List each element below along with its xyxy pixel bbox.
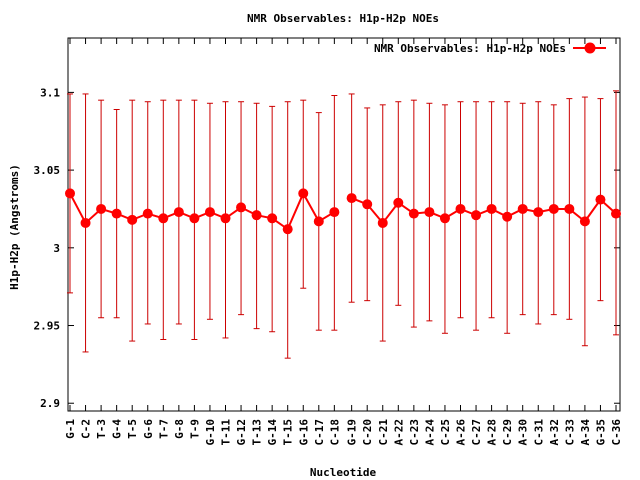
data-point xyxy=(486,203,497,214)
data-point xyxy=(611,208,621,219)
legend-marker-swatch xyxy=(584,42,596,54)
x-tick-label: C-23 xyxy=(408,419,421,446)
x-tick-label: A-32 xyxy=(548,419,561,446)
series-line-segment xyxy=(351,197,617,225)
y-tick-label: 3 xyxy=(53,242,60,255)
x-tick-label: A-24 xyxy=(423,419,436,446)
x-tick-label: C-33 xyxy=(563,419,576,446)
data-point xyxy=(455,203,466,214)
x-tick-label: T-11 xyxy=(220,419,233,446)
x-tick-label: T-15 xyxy=(282,419,295,446)
data-point xyxy=(346,193,357,204)
x-tick-label: T-7 xyxy=(157,419,170,439)
data-point xyxy=(96,203,107,214)
x-tick-label: C-36 xyxy=(610,419,623,446)
x-tick-label: C-29 xyxy=(501,419,514,446)
x-tick-label: C-31 xyxy=(532,419,545,446)
data-point xyxy=(267,213,278,224)
data-point xyxy=(65,188,75,199)
data-point xyxy=(158,213,169,224)
data-points xyxy=(65,188,621,235)
data-point xyxy=(298,188,309,199)
x-tick-label: C-20 xyxy=(361,419,374,446)
data-point xyxy=(502,211,513,222)
chart-title: NMR Observables: H1p-H2p NOEs xyxy=(247,12,439,25)
legend-label: NMR Observables: H1p-H2p NOEs xyxy=(374,42,566,55)
x-tick-label: C-25 xyxy=(439,419,452,446)
data-point xyxy=(471,210,482,221)
data-point xyxy=(313,216,324,227)
data-point xyxy=(189,213,200,224)
data-point xyxy=(204,207,215,218)
data-point xyxy=(377,217,388,228)
x-tick-label: C-21 xyxy=(377,419,390,446)
data-point xyxy=(251,210,262,221)
data-point xyxy=(80,217,91,228)
data-point xyxy=(595,194,606,205)
x-tick-label: C-18 xyxy=(328,419,341,446)
x-tick-label: A-28 xyxy=(486,419,499,446)
x-tick-label: G-19 xyxy=(346,419,359,446)
x-axis-ticks: G-1 C-2 T-3 G-4 T-5 G-6 T-7 G-8 T-9 G-10 T-11 G-12 T… xyxy=(64,38,623,446)
x-tick-label: G-1 xyxy=(64,419,77,439)
data-point xyxy=(408,208,419,219)
legend: NMR Observables: H1p-H2p NOEs xyxy=(374,42,606,55)
x-tick-label: G-14 xyxy=(266,419,279,446)
data-point xyxy=(173,207,184,218)
plot-border xyxy=(67,37,621,412)
x-tick-label: G-8 xyxy=(173,419,186,439)
data-point xyxy=(533,207,544,218)
x-tick-label: T-13 xyxy=(251,419,264,446)
data-point xyxy=(362,199,373,210)
x-tick-label: G-35 xyxy=(594,419,607,446)
error-bars xyxy=(67,90,619,359)
data-point xyxy=(424,207,435,218)
y-axis-ticks: 2.9 2.95 3 3.05 3.1 xyxy=(34,86,620,410)
data-point xyxy=(329,207,340,218)
data-point xyxy=(517,203,528,214)
data-point xyxy=(220,213,231,224)
data-point xyxy=(579,216,590,227)
data-point xyxy=(236,202,247,213)
series-line-segment xyxy=(69,191,335,231)
data-point xyxy=(111,208,122,219)
x-tick-label: C-17 xyxy=(313,419,326,446)
x-tick-label: A-26 xyxy=(455,419,468,446)
data-point xyxy=(393,197,404,208)
x-tick-label: C-2 xyxy=(80,419,93,439)
x-tick-label: T-5 xyxy=(126,419,139,439)
x-tick-label: A-34 xyxy=(579,419,592,446)
x-tick-label: G-16 xyxy=(297,419,310,446)
data-point xyxy=(564,203,575,214)
data-point xyxy=(439,213,450,224)
x-tick-label: G-12 xyxy=(235,419,248,446)
x-tick-label: G-10 xyxy=(204,419,217,446)
y-tick-label: 3.1 xyxy=(40,86,60,99)
data-point xyxy=(548,203,559,214)
x-tick-label: G-6 xyxy=(142,419,155,439)
x-tick-label: G-4 xyxy=(111,419,124,439)
y-axis-label: H1p-H2p (Angstroms) xyxy=(8,164,21,290)
data-point xyxy=(127,214,138,225)
x-tick-label: T-3 xyxy=(95,419,108,439)
plot-frame xyxy=(67,37,621,412)
data-point xyxy=(282,224,293,235)
y-tick-label: 2.95 xyxy=(34,320,61,333)
y-tick-label: 2.9 xyxy=(40,397,60,410)
x-tick-label: A-30 xyxy=(517,419,530,446)
x-tick-label: C-27 xyxy=(470,419,483,446)
y-tick-label: 3.05 xyxy=(34,164,61,177)
x-tick-label: A-22 xyxy=(392,419,405,446)
x-tick-label: T-9 xyxy=(188,419,201,439)
x-axis-label: Nucleotide xyxy=(310,466,377,479)
data-point xyxy=(142,208,153,219)
